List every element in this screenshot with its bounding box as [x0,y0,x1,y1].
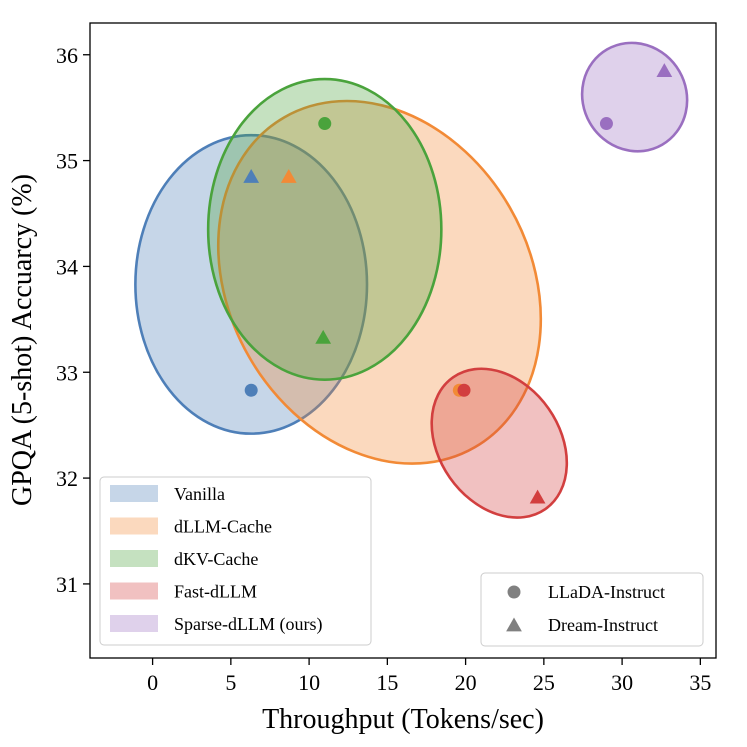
legend-swatch [110,517,158,535]
point-fast-dllm-dream [529,489,546,504]
point-dkv-cache-llada [318,117,332,131]
legend-methods: Vanilla dLLM-Cache dKV-Cache Fast-dLLM Spars… [99,476,372,646]
y-tick-label: 32 [56,466,78,491]
ticks-layer: 0 5 10 15 20 25 30 35 31 32 33 34 35 36 [56,43,711,695]
legend-label: Vanilla [174,484,225,504]
legend-label: dLLM-Cache [174,517,272,537]
x-axis-label: Throughput (Tokens/sec) [262,704,544,735]
x-tick-label: 25 [533,670,555,695]
point-sparse-dllm-ours-llada [599,117,613,131]
point-dllm-cache-dream [280,168,297,183]
x-tick-label: 15 [376,670,398,695]
y-axis-label: GPQA (5-shot) Accuarcy (%) [7,174,38,506]
ellipses-layer [134,41,689,519]
y-tick-label: 34 [56,254,78,279]
legend-swatch [110,615,158,632]
x-tick-label: 35 [689,670,711,695]
legend-label: Fast-dLLM [174,582,257,602]
point-dkv-cache-dream [315,329,332,344]
ellipse-dkv-cache [206,77,443,381]
y-tick-label: 31 [56,572,78,597]
legend-swatch [110,550,158,567]
legend-triangle-marker [506,617,522,632]
plot-frame [89,22,717,659]
legend-methods-frame [99,476,372,646]
legend-models: LLaDA-Instruct Dream-Instruct [480,572,704,647]
x-tick-label: 0 [147,670,158,695]
legend-model-label: LLaDA-Instruct [548,582,665,602]
y-tick-label: 36 [56,43,78,68]
legend-circle-marker [507,585,521,599]
point-fast-dllm-llada [457,383,471,397]
ellipse-fast-dllm [430,367,569,519]
legend-swatch [110,582,158,600]
legend-models-entries: LLaDA-Instruct Dream-Instruct [506,582,665,635]
x-tick-label: 10 [298,670,320,695]
x-tick-label: 30 [611,670,633,695]
legend-methods-entries: Vanilla dLLM-Cache dKV-Cache Fast-dLLM Spars… [110,484,322,635]
point-vanilla-dream [243,168,260,183]
y-tick-label: 33 [56,360,78,385]
point-vanilla-llada [244,383,258,397]
x-tick-label: 20 [455,670,477,695]
point-sparse-dllm-ours-dream [656,63,673,77]
legend-label: Sparse-dLLM (ours) [174,614,322,635]
y-tick-label: 35 [56,149,78,174]
legend-label: dKV-Cache [174,549,258,569]
legend-swatch [110,485,158,502]
legend-model-label: Dream-Instruct [548,615,658,635]
ellipse-vanilla [134,133,369,435]
x-tick-label: 5 [225,670,236,695]
legend-models-frame [480,572,704,647]
points-layer [243,63,673,504]
